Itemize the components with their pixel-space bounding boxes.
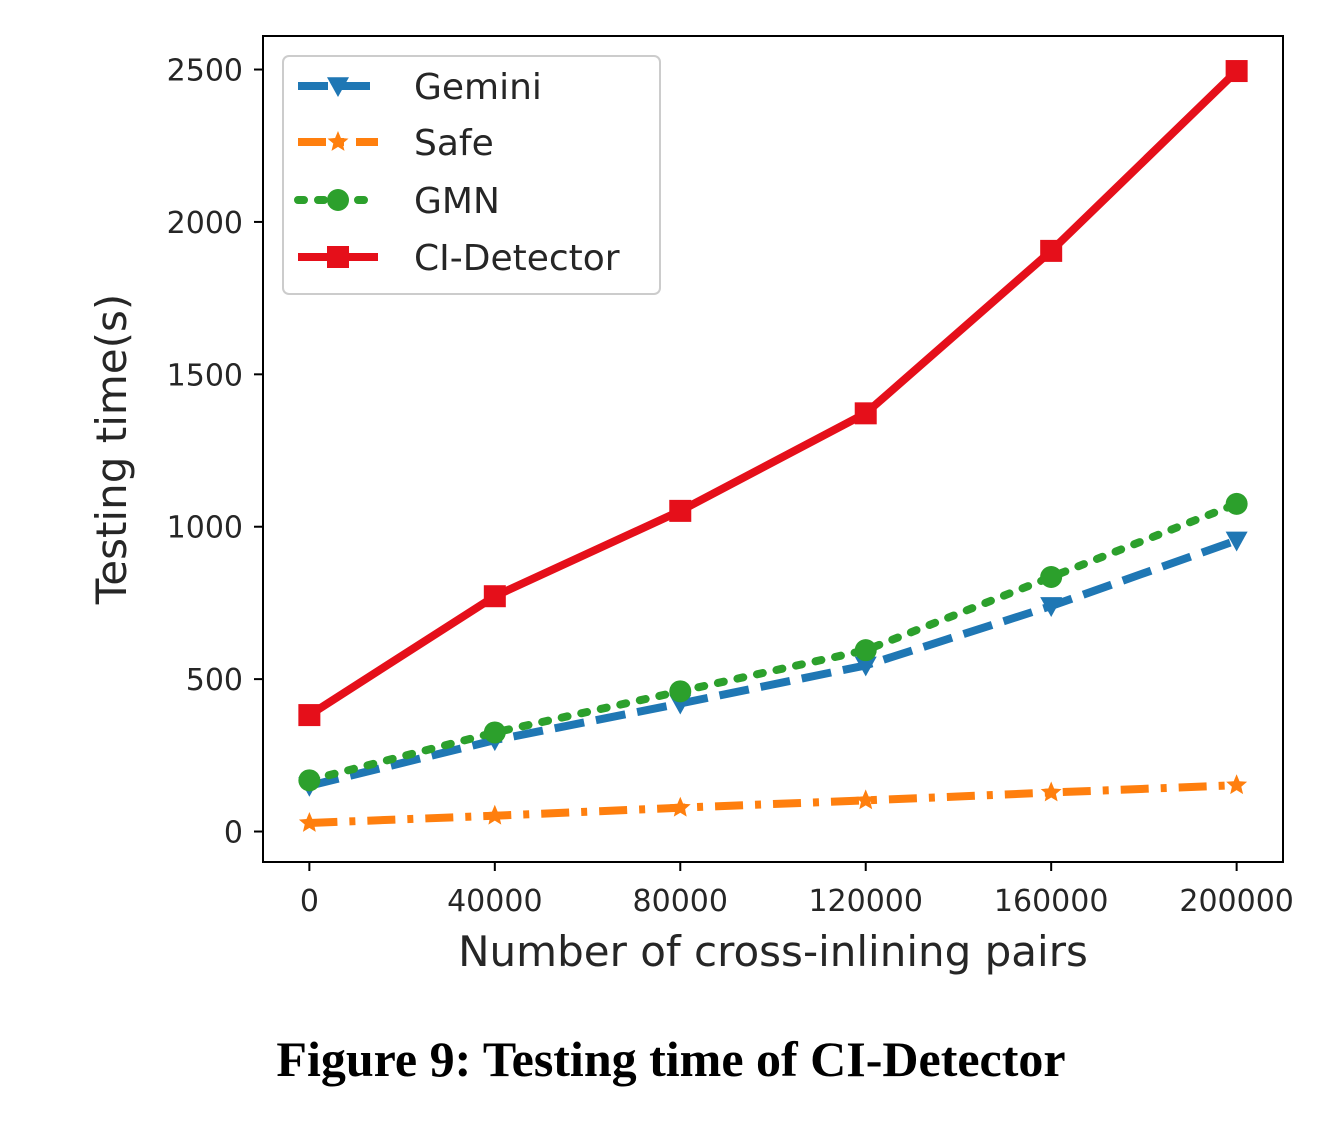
gmn-point [669,680,692,703]
plot-frame [262,35,1284,863]
y-tick-label: 2500 [167,54,243,89]
line-chart: 0 40000 80000 120000 160000 200000 0 500 1000 15… [87,35,1294,976]
series-ci-detector [298,60,1248,727]
legend-marker-ci-detector [327,246,349,268]
ci-detector-point [1040,239,1063,262]
safe-point [1226,774,1248,795]
legend-marker-gemini [327,77,349,97]
y-tick-label: 1500 [167,358,243,393]
safe-point [669,796,691,817]
x-tick-label: 40000 [447,884,542,919]
y-tick-label: 2000 [167,206,243,241]
legend-box [282,55,661,295]
legend-marker-safe [327,131,349,151]
x-axis-label: Number of cross-inlining pairs [458,927,1088,976]
legend: Gemini Safe GMN CI-Detector [282,55,661,295]
gemini-point [1225,531,1248,552]
series-gemini [298,531,1248,797]
legend-label-gmn: GMN [414,181,500,222]
plot-area [298,60,1248,832]
gmn-line [305,499,1241,785]
legend-label-safe: Safe [414,123,494,164]
ci-detector-point [298,704,321,727]
y-tick-label: 500 [186,663,243,698]
x-tick-label: 200000 [1179,884,1294,919]
gmn-point [298,769,321,792]
ci-detector-point [854,402,877,425]
safe-point [1040,781,1062,802]
ci-detector-line [307,68,1240,719]
safe-line [309,781,1237,827]
safe-point [484,804,506,825]
safe-point [855,789,877,810]
ci-detector-point [669,499,692,522]
y-axis-label: Testing time(s) [87,294,136,606]
ci-detector-point [1225,60,1248,83]
ci-detector-point [483,585,506,608]
x-tick-label: 160000 [994,884,1109,919]
x-tick-label: 120000 [808,884,923,919]
gemini-point [1040,597,1063,617]
safe-point [298,812,320,832]
gmn-point [1225,492,1248,515]
x-axis-ticks: 0 40000 80000 120000 160000 200000 [300,862,1294,919]
gemini-line [308,536,1238,790]
legend-label-ci-detector: CI-Detector [414,238,620,279]
y-tick-label: 0 [224,816,243,851]
series-safe [298,774,1248,832]
gmn-point [1040,566,1063,589]
gemini-point [854,656,877,677]
legend-label-gemini: Gemini [414,67,542,108]
figure-caption: Figure 9: Testing time of CI-Detector [276,1031,1066,1087]
x-tick-label: 80000 [633,884,728,919]
gmn-point [483,721,506,744]
y-axis-ticks: 0 500 1000 1500 2000 2500 [167,54,263,851]
legend-marker-gmn [327,189,349,211]
x-tick-label: 0 [300,884,319,919]
gmn-point [854,639,877,662]
y-tick-label: 1000 [167,511,243,546]
series-gmn [298,492,1248,792]
